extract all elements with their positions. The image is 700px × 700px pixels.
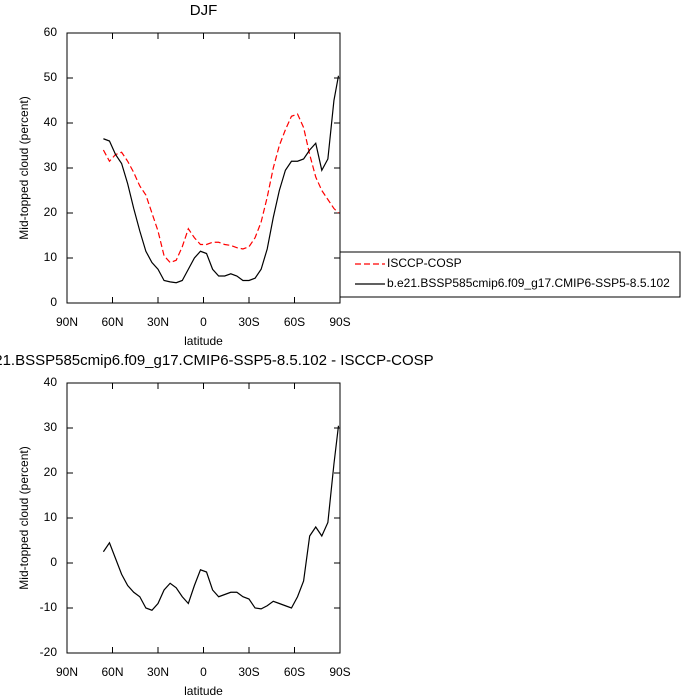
chart-title: DJF [190,2,218,19]
y-tick-label: -10 [40,600,58,614]
y-tick-label: 20 [44,205,58,219]
x-tick-label: 0 [200,665,207,679]
x-tick-label: 30N [147,665,169,679]
data-line [103,75,340,284]
y-tick-label: 50 [44,70,58,84]
y-tick-label: 10 [44,510,58,524]
x-tick-label: 60S [284,315,305,329]
x-tick-label: 30N [147,315,169,329]
x-tick-label: 90N [56,665,78,679]
y-tick-label: 30 [44,160,58,174]
y-tick-label: 20 [44,465,58,479]
x-tick-label: 60S [284,665,305,679]
y-tick-label: 10 [44,250,58,264]
y-tick-label: 40 [44,375,58,389]
legend-box [339,251,681,298]
x-tick-label: 60N [101,315,123,329]
x-tick-label: 90S [329,665,350,679]
plot-frame [66,32,341,304]
y-tick-label: 0 [50,295,57,309]
x-tick-label: 90S [329,315,350,329]
y-tick-label: -20 [40,645,58,659]
x-tick-label: 30S [238,315,259,329]
chart-title: b.e21.BSSP585cmip6.f09_g17.CMIP6-SSP5-8.… [0,352,434,369]
x-tick-label: 90N [56,315,78,329]
data-line [102,425,340,611]
x-axis-label: latitude [184,334,223,348]
y-tick-label: 30 [44,420,58,434]
x-axis-label: latitude [184,684,223,698]
x-tick-label: 0 [200,315,207,329]
y-axis-label: Mid-topped cloud (percent) [17,446,31,589]
data-line [102,113,339,264]
y-tick-label: 40 [44,115,58,129]
x-tick-label: 60N [101,665,123,679]
legend-label: b.e21.BSSP585cmip6.f09_g17.CMIP6-SSP5-8.… [387,276,670,290]
y-axis-label: Mid-topped cloud (percent) [17,96,31,239]
plot-frame [66,382,341,654]
y-tick-label: 0 [50,555,57,569]
legend-label: ISCCP-COSP [387,256,462,270]
y-tick-label: 60 [44,25,58,39]
x-tick-label: 30S [238,665,259,679]
